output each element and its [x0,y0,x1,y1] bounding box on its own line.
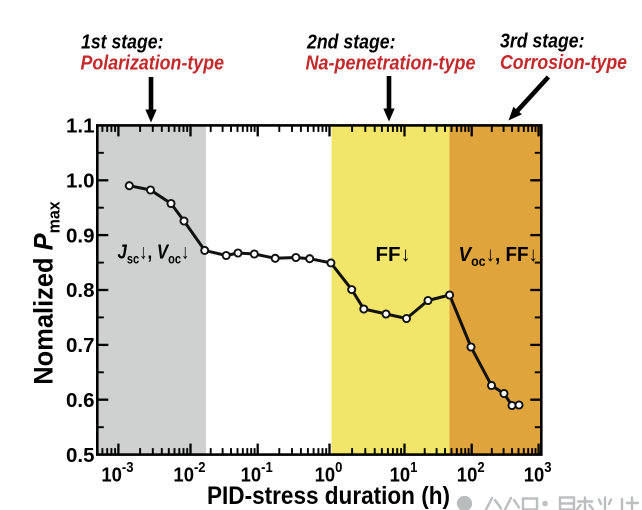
svg-text:0.9: 0.9 [66,224,95,247]
svg-text:1.1: 1.1 [66,115,95,138]
svg-text:0.7: 0.7 [66,334,95,357]
svg-text:FF↓: FF↓ [376,243,411,266]
svg-text:Polarization-type: Polarization-type [81,53,225,75]
svg-text:0.6: 0.6 [66,389,95,412]
svg-text:1.0: 1.0 [66,170,95,193]
svg-text:1st stage:: 1st stage: [81,32,164,54]
svg-text:3rd stage:: 3rd stage: [500,31,585,53]
svg-text:PID-stress duration (h): PID-stress duration (h) [207,482,450,510]
svg-text:101: 101 [390,459,418,486]
svg-text:2nd stage:: 2nd stage: [306,32,395,54]
svg-text:0.8: 0.8 [66,279,95,302]
svg-text:Voc↓, FF↓: Voc↓, FF↓ [459,243,538,269]
svg-text:Jsc↓, Voc↓: Jsc↓, Voc↓ [118,240,190,267]
svg-text:0.5: 0.5 [66,444,95,467]
svg-text:Na-penetration-type: Na-penetration-type [306,53,476,75]
svg-text:Corrosion-type: Corrosion-type [500,52,627,74]
